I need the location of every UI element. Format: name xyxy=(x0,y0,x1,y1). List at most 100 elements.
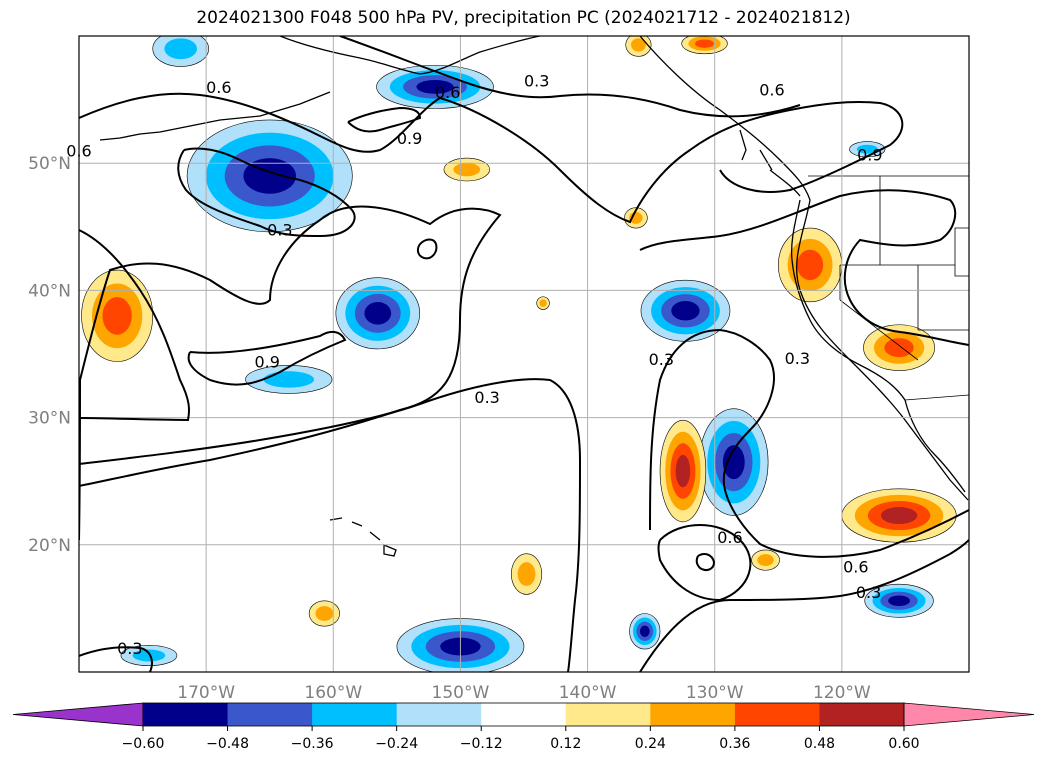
precip-feature-12 xyxy=(81,269,154,362)
contour-label-5: 0.9 xyxy=(397,129,422,148)
precip-level-1-3 xyxy=(416,79,454,94)
mexico-border xyxy=(904,394,969,401)
precip-level-5-3 xyxy=(722,445,745,480)
pv-contour-09-south xyxy=(695,553,716,571)
colorbar-segment-8 xyxy=(819,703,905,726)
contour-label-9: 0.3 xyxy=(474,388,499,407)
bc-coast xyxy=(639,36,969,501)
lon-tick-label: 170°W xyxy=(177,683,235,703)
precip-feature-15 xyxy=(659,419,707,523)
pv-contour-03-se xyxy=(639,539,969,672)
contour-label-6: 0.9 xyxy=(857,145,882,164)
lon-tick-label: 140°W xyxy=(559,683,617,703)
precip-level-10-1 xyxy=(164,38,198,60)
precip-level-20-1 xyxy=(453,162,481,177)
baja-coast xyxy=(904,399,966,493)
pv-contour-06-west xyxy=(79,229,190,422)
contour-label-3: 0.3 xyxy=(524,72,549,91)
contour-label-11: 0.3 xyxy=(785,349,810,368)
precip-level-14-2 xyxy=(884,338,914,358)
lon-tick-labels: 170°W 160°W 150°W 140°W 130°W 120°W xyxy=(177,683,871,703)
lat-tick-label: 30°N xyxy=(28,409,71,429)
precip-feature-2 xyxy=(335,277,421,350)
colorbar-extend-low xyxy=(12,702,144,727)
contour-label-15: 0.3 xyxy=(117,639,142,658)
us-west-coast xyxy=(790,199,906,401)
contour-label-7: 0.3 xyxy=(267,220,292,239)
precip-level-9-1 xyxy=(132,649,166,662)
lon-tick-label: 150°W xyxy=(432,683,490,703)
pv-contour-03-north xyxy=(339,36,801,118)
colorbar-extend-high xyxy=(903,702,1035,727)
lat-tick-label: 20°N xyxy=(28,536,71,556)
lon-tick-label: 130°W xyxy=(686,683,744,703)
pv-contour-06-east xyxy=(649,328,969,558)
contour-label-2: 0.6 xyxy=(435,83,460,102)
contour-label-layer: 0.6 0.6 0.6 0.3 0.6 0.9 0.9 0.3 0.9 0.3 0.3 0.3 0.6 0… xyxy=(66,72,882,658)
colorbar-segment-2 xyxy=(312,703,398,726)
pv-contour-09-small xyxy=(416,238,438,260)
pv-contour-09-west xyxy=(187,330,347,386)
lon-tick-label: 120°W xyxy=(813,683,871,703)
alaska-coast xyxy=(279,36,541,75)
precip-level-7-3 xyxy=(888,595,910,607)
pv-contour-layer xyxy=(79,36,969,672)
contour-label-10: 0.3 xyxy=(649,350,674,369)
colorbar-tick-label: 0.60 xyxy=(888,736,919,752)
precip-feature-8 xyxy=(629,613,661,650)
precip-level-22-1 xyxy=(631,38,646,52)
precip-feature-21 xyxy=(681,36,728,55)
precip-fill-layer xyxy=(81,36,957,672)
colorbar-tick-label: −0.60 xyxy=(122,736,165,752)
colorbar: −0.60 −0.48 −0.36 −0.24 −0.12 0.12 0.24 0.36 0.4… xyxy=(12,702,1035,752)
map-frame xyxy=(78,35,970,673)
chart-title: 2024021300 F048 500 hPa PV, precipitatio… xyxy=(196,8,851,28)
precip-level-21-2 xyxy=(695,39,714,48)
precip-level-2-3 xyxy=(364,301,392,325)
colorbar-tick-label: −0.36 xyxy=(291,736,334,752)
precip-feature-5 xyxy=(699,408,769,516)
contour-label-1: 0.6 xyxy=(206,78,231,97)
state-borders xyxy=(839,176,969,361)
colorbar-segment-6 xyxy=(650,703,736,726)
colorbar-segment-0 xyxy=(143,703,229,726)
precip-feature-18 xyxy=(308,600,340,627)
lon-tick-label: 160°W xyxy=(304,683,362,703)
colorbar-segment-1 xyxy=(227,703,313,726)
precip-level-17-1 xyxy=(517,562,536,586)
contour-label-12: 0.6 xyxy=(717,528,742,547)
precip-feature-7 xyxy=(864,583,934,618)
precip-level-19-1 xyxy=(757,554,774,567)
colorbar-segment-3 xyxy=(396,703,482,726)
colorbar-segment-5 xyxy=(565,703,651,726)
pv-contour-06-north xyxy=(79,92,904,224)
hawaii-islands xyxy=(329,517,397,557)
precip-level-8-3 xyxy=(639,625,650,637)
precip-level-13-2 xyxy=(796,249,824,281)
precip-feature-20 xyxy=(443,157,490,182)
precip-feature-4 xyxy=(640,279,731,342)
precip-feature-13 xyxy=(777,227,843,303)
precip-level-16-3 xyxy=(880,507,918,525)
pv-contour-06-loop xyxy=(657,524,752,602)
pv-contour-09-bay xyxy=(347,106,422,133)
contour-label-13: 0.6 xyxy=(843,557,868,576)
precip-feature-11 xyxy=(849,141,886,158)
precip-level-3-1 xyxy=(263,371,315,388)
precip-level-12-2 xyxy=(102,296,132,335)
haida-gwaii xyxy=(739,129,773,171)
precip-feature-0 xyxy=(186,119,353,233)
lat-tick-label: 50°N xyxy=(28,154,71,174)
pv-contour-03-mid xyxy=(79,205,502,541)
precip-level-4-3 xyxy=(671,301,700,321)
lat-tick-label: 40°N xyxy=(28,281,71,301)
pv-contour-03-east xyxy=(639,189,969,346)
precip-feature-3 xyxy=(245,365,333,394)
pv-contour-03-south xyxy=(79,378,582,672)
precip-level-24-1 xyxy=(539,299,547,307)
precip-feature-17 xyxy=(510,553,543,595)
colorbar-tick-label: −0.48 xyxy=(206,736,249,752)
precip-level-15-3 xyxy=(675,454,691,488)
colorbar-tick-label: −0.24 xyxy=(375,736,418,752)
